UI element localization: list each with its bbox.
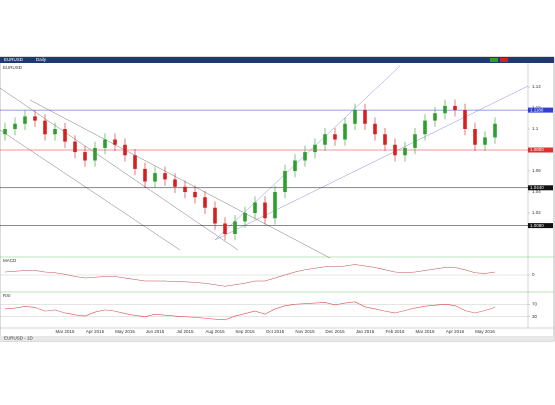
x-tick-label: Mar 2016 bbox=[415, 329, 435, 334]
candle-body bbox=[163, 173, 167, 180]
x-tick-label: Dec 2015 bbox=[325, 329, 345, 334]
price-label: 1.0440 bbox=[530, 185, 544, 190]
x-tick-label: Jun 2015 bbox=[146, 329, 165, 334]
candle-body bbox=[363, 110, 367, 124]
candle-body bbox=[263, 202, 267, 219]
candle-body bbox=[493, 123, 497, 138]
candle-body bbox=[333, 134, 337, 140]
candle-body bbox=[293, 160, 297, 171]
x-tick-label: Jan 2016 bbox=[356, 329, 375, 334]
candle-body bbox=[43, 120, 47, 135]
candle-body bbox=[73, 141, 77, 153]
candle-body bbox=[33, 116, 37, 121]
y-tick-label: 1.14 bbox=[532, 84, 541, 89]
indicator-line bbox=[4, 301, 496, 321]
y-tick-label: 0 bbox=[532, 272, 535, 277]
price-label: 1.0080 bbox=[530, 223, 544, 228]
x-tick-label: Apr 2015 bbox=[86, 329, 105, 334]
price-label: 1.1180 bbox=[530, 107, 544, 112]
candle-body bbox=[323, 134, 327, 145]
pane-title: RSI bbox=[3, 293, 11, 298]
status-bar bbox=[0, 336, 554, 341]
candle-body bbox=[273, 192, 277, 219]
candle-body bbox=[403, 147, 407, 156]
candle-body bbox=[183, 186, 187, 192]
x-tick-label: May 2016 bbox=[475, 329, 495, 334]
candle-body bbox=[433, 113, 437, 121]
x-tick-label: Aug 2015 bbox=[205, 329, 225, 334]
price-label: 1.0800 bbox=[530, 147, 544, 152]
candle-body bbox=[233, 221, 237, 234]
chart-window bbox=[0, 56, 555, 342]
y-tick-label: 1.02 bbox=[532, 210, 541, 215]
candle-body bbox=[23, 116, 27, 124]
timeframe: Daily bbox=[36, 57, 47, 62]
candle-body bbox=[63, 129, 67, 142]
status-text: EURUSD - 1D bbox=[4, 336, 34, 341]
price-box bbox=[528, 185, 553, 191]
candle-body bbox=[103, 139, 107, 148]
sell-button[interactable] bbox=[500, 58, 508, 62]
candle-body bbox=[353, 110, 357, 124]
candle-body bbox=[313, 144, 317, 153]
x-tick-label: Feb 2016 bbox=[385, 329, 405, 334]
candle-body bbox=[213, 207, 217, 224]
candle-body bbox=[3, 129, 7, 135]
x-tick-label: Mar 2015 bbox=[55, 329, 75, 334]
pane-title: MACD bbox=[3, 258, 17, 263]
x-tick-label: Oct 2015 bbox=[266, 329, 285, 334]
candle-body bbox=[343, 123, 347, 140]
trend-line bbox=[214, 65, 529, 241]
y-tick-label: 30 bbox=[532, 314, 538, 319]
candle-body bbox=[203, 197, 207, 208]
symbol: EURUSD bbox=[4, 57, 24, 62]
candle-body bbox=[393, 144, 397, 156]
candle-body bbox=[123, 144, 127, 156]
candle-body bbox=[443, 105, 447, 114]
candle-body bbox=[53, 129, 57, 135]
candle-body bbox=[193, 192, 197, 198]
price-box bbox=[528, 147, 553, 153]
candle-body bbox=[153, 173, 157, 182]
y-tick-label: 70 bbox=[532, 301, 538, 306]
candle-body bbox=[423, 120, 427, 135]
x-tick-label: May 2015 bbox=[115, 329, 135, 334]
candle-body bbox=[173, 179, 177, 187]
x-tick-label: Sep 2015 bbox=[235, 329, 255, 334]
x-tick-label: Jul 2015 bbox=[176, 329, 194, 334]
x-tick-label: Nov 2015 bbox=[295, 329, 315, 334]
y-tick-label: 1.04 bbox=[532, 189, 541, 194]
candle-body bbox=[453, 105, 457, 111]
candle-body bbox=[113, 139, 117, 145]
y-tick-label: 1.06 bbox=[532, 168, 541, 173]
price-box bbox=[528, 107, 553, 113]
candle-body bbox=[83, 152, 87, 161]
toolbar bbox=[0, 57, 554, 63]
candle-body bbox=[463, 110, 467, 129]
candle-body bbox=[13, 123, 17, 129]
candle-body bbox=[133, 155, 137, 169]
candle-body bbox=[413, 134, 417, 148]
candle-body bbox=[253, 202, 257, 213]
price-box bbox=[528, 223, 553, 229]
candle-body bbox=[143, 168, 147, 182]
x-tick-label: Apr 2016 bbox=[446, 329, 465, 334]
candle-body bbox=[473, 129, 477, 145]
candle-body bbox=[383, 134, 387, 145]
candle-body bbox=[243, 213, 247, 222]
candle-body bbox=[93, 147, 97, 161]
candle-body bbox=[373, 123, 377, 135]
pane-title: EURUSD bbox=[3, 65, 23, 70]
indicator-line bbox=[4, 264, 496, 287]
candle-body bbox=[483, 137, 487, 145]
candle-body bbox=[303, 152, 307, 161]
candle-body bbox=[283, 171, 287, 192]
candle-body bbox=[223, 223, 227, 234]
y-tick-label: 1.1 bbox=[532, 126, 539, 131]
buy-button[interactable] bbox=[490, 58, 498, 62]
